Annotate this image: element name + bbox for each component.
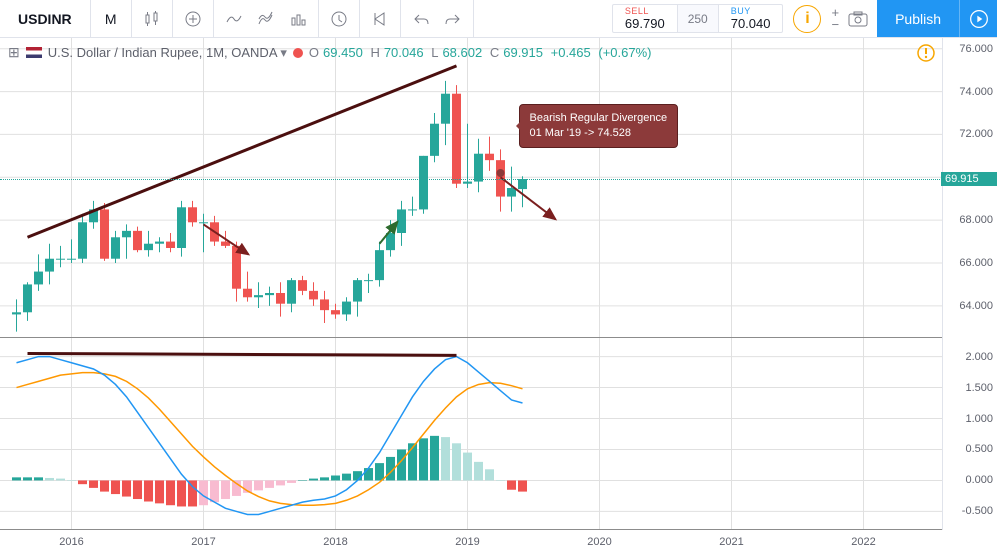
time-axis[interactable]: 2016201720182019202020212022 — [0, 530, 942, 560]
compare-icon[interactable] — [177, 0, 209, 37]
price-axis[interactable]: 64.00066.00068.00070.00072.00074.00076.0… — [942, 38, 997, 530]
financials-icon[interactable] — [250, 0, 282, 37]
indicator-pane[interactable] — [0, 338, 942, 530]
info-icon[interactable]: i — [793, 5, 821, 33]
warning-icon[interactable] — [917, 44, 935, 65]
symbol-name[interactable]: U.S. Dollar / Indian Rupee, 1M, OANDA ▾ — [48, 45, 287, 61]
indicators-icon[interactable] — [218, 0, 250, 37]
templates-icon[interactable] — [282, 0, 314, 37]
symbol-button[interactable]: USDINR — [4, 0, 86, 37]
quantity-stepper[interactable]: +− — [831, 0, 839, 37]
spread-value: 250 — [677, 5, 719, 32]
publish-button[interactable]: Publish — [877, 0, 959, 37]
order-ticket: SELL 69.790 250 BUY 70.040 — [612, 4, 784, 33]
undo-icon[interactable] — [405, 0, 437, 37]
divergence-callout[interactable]: Bearish Regular Divergence 01 Mar '19 ->… — [519, 104, 679, 148]
expand-icon[interactable]: ⊞ — [8, 44, 20, 61]
snapshot-icon[interactable] — [843, 0, 873, 37]
last-price-line — [0, 179, 942, 180]
ohlc-readout: O69.450 H70.046 L68.602 C69.915 +0.465 (… — [309, 45, 656, 60]
candle-style-icon[interactable] — [136, 0, 168, 37]
interval-button[interactable]: M — [95, 0, 127, 37]
top-toolbar: USDINR M SELL 69.790 250 BUY 70.040 i +−… — [0, 0, 997, 38]
sell-button[interactable]: SELL 69.790 — [613, 5, 677, 32]
price-chart-pane[interactable]: Bearish Regular Divergence 01 Mar '19 ->… — [0, 38, 942, 338]
replay-icon[interactable] — [364, 0, 396, 37]
publish-group: Publish — [877, 0, 997, 37]
status-dot-icon — [293, 48, 303, 58]
publish-dropdown-icon[interactable] — [959, 0, 997, 37]
buy-button[interactable]: BUY 70.040 — [719, 5, 783, 32]
flag-icon — [26, 47, 42, 58]
chart-legend: ⊞ U.S. Dollar / Indian Rupee, 1M, OANDA … — [8, 44, 656, 61]
redo-icon[interactable] — [437, 0, 469, 37]
alert-icon[interactable] — [323, 0, 355, 37]
